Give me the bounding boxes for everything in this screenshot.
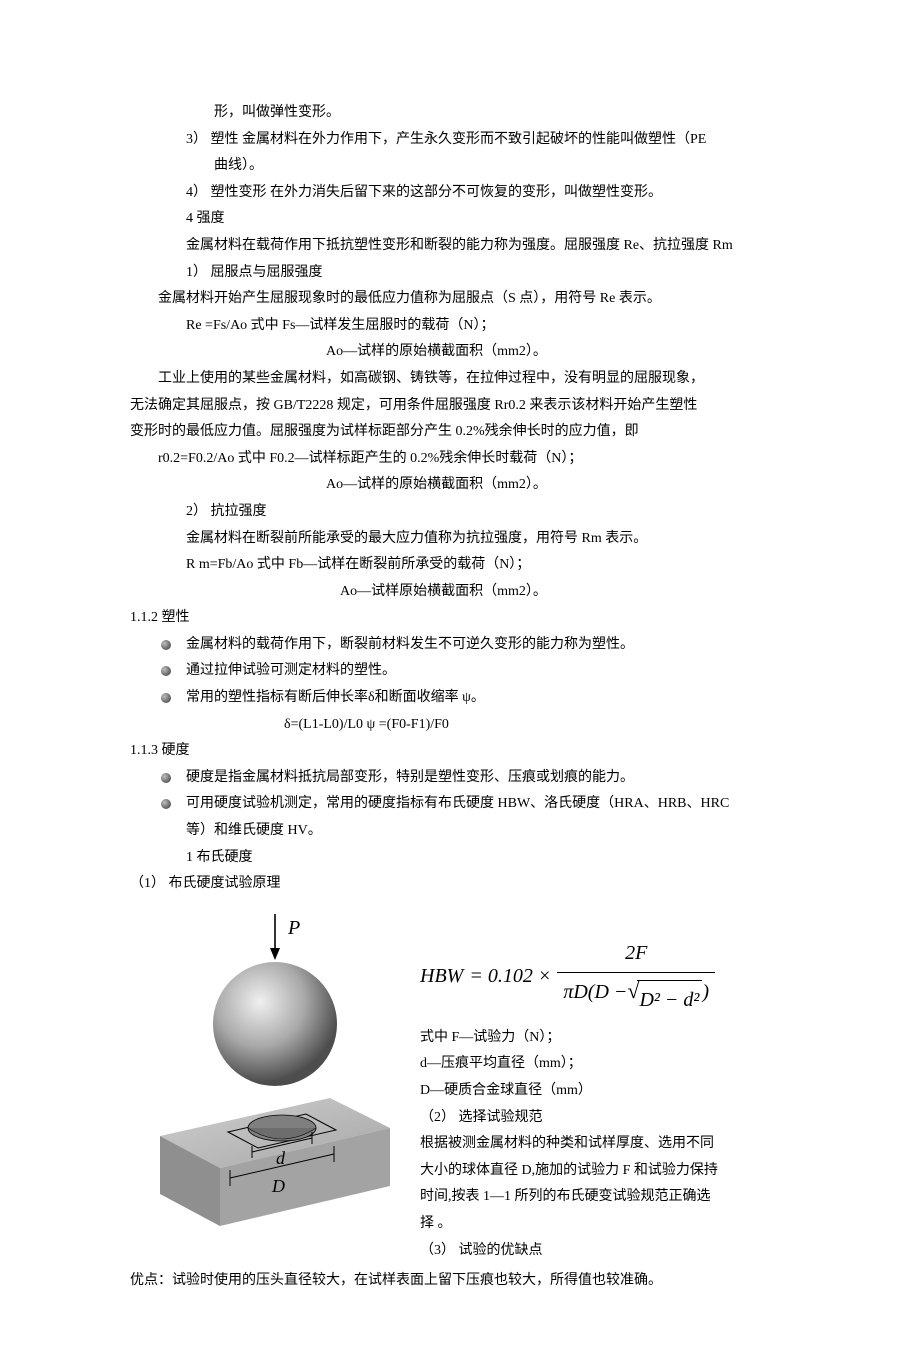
brinell-figure-and-formula: P xyxy=(130,906,810,1264)
text-line: 根据被测金属材料的种类和试样厚度、选用不同 xyxy=(420,1131,810,1158)
text-line: 4） 塑性变形 在外力消失后留下来的这部分不可恢复的变形，叫做塑性变形。 xyxy=(130,180,810,207)
text-line: 4 强度 xyxy=(130,206,810,233)
text-line: 形，叫做弹性变形。 xyxy=(130,100,810,127)
text-line: 择 。 xyxy=(420,1211,810,1238)
text-line: 2） 抗拉强度 xyxy=(130,499,810,526)
bullet-item: 金属材料的载荷作用下，断裂前材料发生不可逆久变形的能力称为塑性。 xyxy=(130,632,810,659)
formula-radicand: D² − d² xyxy=(637,980,702,1019)
section-heading: 1.1.3 硬度 xyxy=(130,738,810,765)
text-line: 3） 塑性 金属材料在外力作用下，产生永久变形而不致引起破坏的性能叫做塑性（PE xyxy=(130,127,810,154)
brinell-diagram: P xyxy=(130,906,410,1247)
text-line: δ=(L1-L0)/L0 ψ =(F0-F1)/F0 xyxy=(130,712,810,739)
text-line: 曲线）。 xyxy=(130,153,810,180)
text-line: R m=Fb/Ao 式中 Fb—试样在断裂前所承受的载荷（N）； xyxy=(130,552,810,579)
text-line: 工业上使用的某些金属材料，如高碳钢、铸铁等，在拉伸过程中，没有明显的屈服现象， xyxy=(130,366,810,393)
formula-numer: 2F xyxy=(619,934,653,972)
text-line: 1 布氏硬度 xyxy=(130,845,810,872)
text-line: 变形时的最低应力值。屈服强度为试样标距部分产生 0.2%残余伸长时的应力值，即 xyxy=(130,419,810,446)
bullet-item-cont: 等）和维氏硬度 HV。 xyxy=(130,818,810,845)
text-line: 大小的球体直径 D,施加的试验力 F 和试验力保持 xyxy=(420,1158,810,1185)
bullet-item: 常用的塑性指标有断后伸长率δ和断面收缩率 ψ。 xyxy=(130,685,810,712)
formula-den-post: ) xyxy=(702,981,709,1003)
formula-den-pre: πD(D − xyxy=(563,981,627,1003)
label-D-cap: D xyxy=(271,1176,285,1196)
text-line: 时间,按表 1—1 所列的布氏硬变试验规范正确选 xyxy=(420,1184,810,1211)
text-line: （2） 选择试验规范 xyxy=(420,1105,810,1132)
text-line: （3） 试验的优缺点 xyxy=(420,1238,810,1265)
text-line: 金属材料开始产生屈服现象时的最低应力值称为屈服点（S 点），用符号 Re 表示。 xyxy=(130,286,810,313)
text-line: r0.2=F0.2/Ao 式中 F0.2—试样标距产生的 0.2%残余伸长时载荷… xyxy=(130,446,810,473)
text-line: （1） 布氏硬度试验原理 xyxy=(130,871,810,898)
label-p: P xyxy=(287,917,300,939)
text-line: 优点：试验时使用的压头直径较大，在试样表面上留下压痕也较大，所得值也较准确。 xyxy=(130,1268,810,1295)
bullet-item: 可用硬度试验机测定，常用的硬度指标有布氏硬度 HBW、洛氏硬度（HRA、HRB、… xyxy=(130,791,810,818)
text-line: d—压痕平均直径（mm）； xyxy=(420,1051,810,1078)
bullet-item: 硬度是指金属材料抵抗局部变形，特别是塑性变形、压痕或划痕的能力。 xyxy=(130,765,810,792)
text-line: 1） 屈服点与屈服强度 xyxy=(130,260,810,287)
text-line: Ao—试样的原始横截面积（mm2）。 xyxy=(130,339,810,366)
text-line: Ao—试样原始横截面积（mm2）。 xyxy=(130,579,810,606)
section-heading: 1.1.2 塑性 xyxy=(130,605,810,632)
text-line: 式中 F—试验力（N）； xyxy=(420,1025,810,1052)
text-line: D—硬质合金球直径（mm） xyxy=(420,1078,810,1105)
text-line: Re =Fs/Ao 式中 Fs—试样发生屈服时的载荷（N）； xyxy=(130,313,810,340)
text-line: 金属材料在载荷作用下抵抗塑性变形和断裂的能力称为强度。屈服强度 Re、抗拉强度 … xyxy=(130,233,810,260)
text-line: 无法确定其屈服点，按 GB/T2228 规定，可用条件屈服强度 Rr0.2 来表… xyxy=(130,393,810,420)
text-line: 金属材料在断裂前所能承受的最大应力值称为抗拉强度，用符号 Rm 表示。 xyxy=(130,526,810,553)
hbw-formula: HBW = 0.102 × 2F πD(D −√D² − d²) xyxy=(420,934,810,1019)
formula-lhs: HBW xyxy=(420,957,463,995)
formula-eq: = 0.102 × xyxy=(469,957,551,995)
bullet-item: 通过拉伸试验可测定材料的塑性。 xyxy=(130,658,810,685)
text-line: Ao—试样的原始横截面积（mm2）。 xyxy=(130,472,810,499)
